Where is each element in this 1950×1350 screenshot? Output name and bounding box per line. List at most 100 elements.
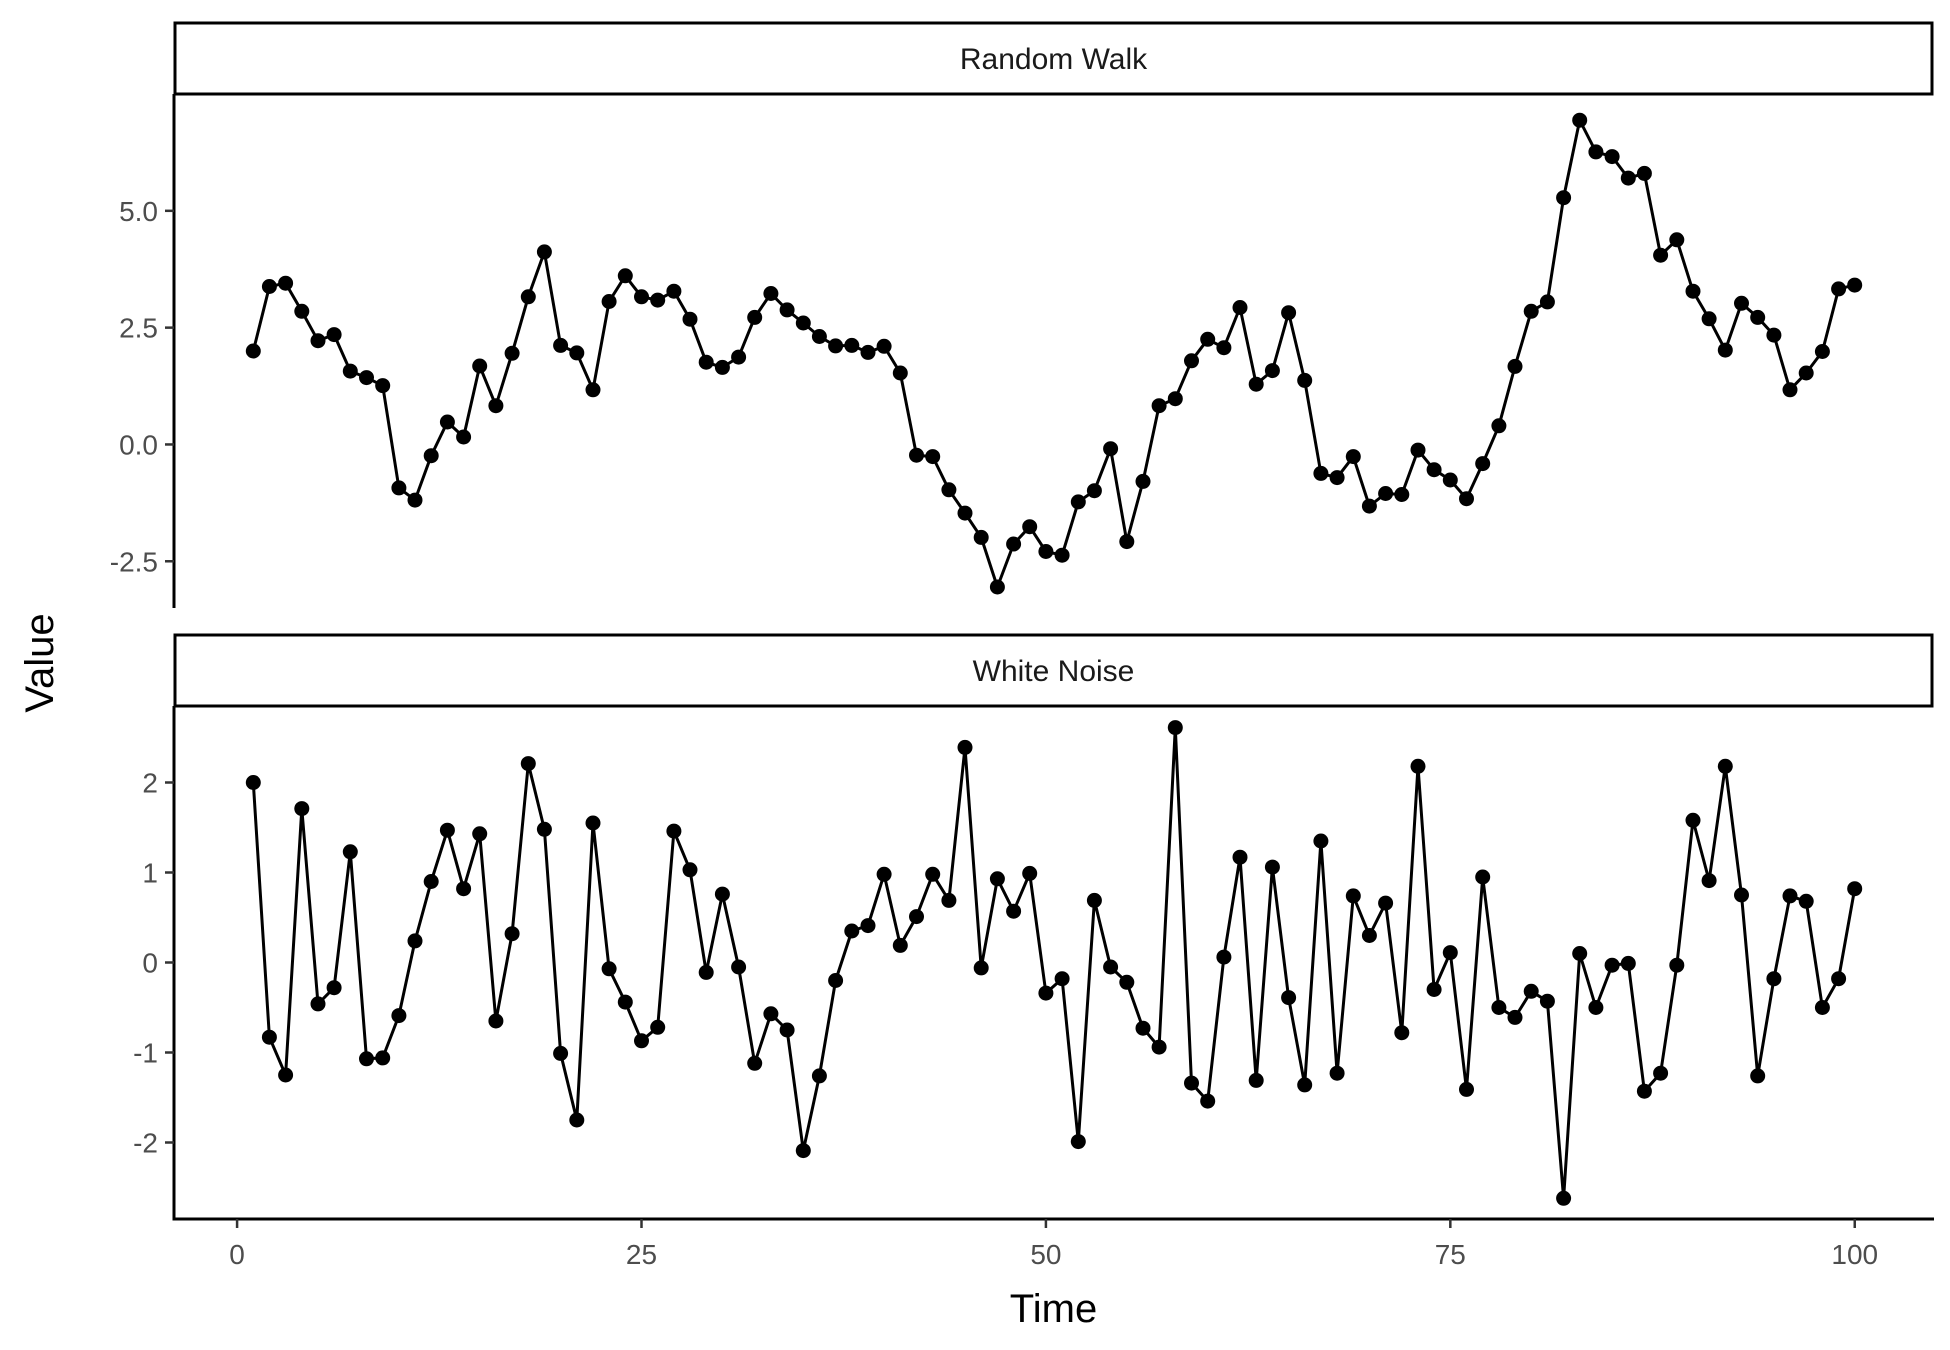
data-point	[747, 1055, 763, 1071]
data-point	[763, 286, 779, 301]
data-point	[1135, 1020, 1151, 1036]
data-point	[1847, 277, 1863, 293]
data-point	[407, 933, 423, 949]
data-point	[1442, 945, 1458, 961]
data-point	[1685, 812, 1701, 828]
data-point	[666, 823, 682, 839]
panel-white-noise: White Noise -2 -1 0 1 2	[133, 633, 1934, 1221]
data-point	[1539, 294, 1555, 310]
data-point	[1814, 1000, 1830, 1015]
data-point	[1523, 303, 1539, 319]
data-point	[1685, 283, 1701, 299]
data-point	[1167, 391, 1183, 407]
data-point	[520, 756, 536, 772]
data-point	[1264, 859, 1280, 875]
data-point	[1636, 1083, 1652, 1099]
data-point	[1717, 342, 1733, 358]
data-point	[1717, 758, 1733, 774]
data-point	[1086, 483, 1102, 499]
data-point	[795, 315, 811, 331]
y-tick-label: -2	[133, 1128, 158, 1159]
data-point	[423, 448, 439, 464]
data-point	[1086, 892, 1102, 908]
data-point	[359, 370, 374, 386]
data-point	[375, 378, 391, 394]
data-point	[1459, 1081, 1474, 1097]
data-point	[844, 337, 860, 353]
data-point	[504, 345, 520, 361]
x-axis-title: Time	[1010, 1287, 1097, 1331]
data-point	[1814, 344, 1830, 359]
data-point	[1361, 928, 1377, 943]
data-point	[504, 926, 520, 942]
data-point	[1151, 398, 1167, 414]
data-point	[1588, 1000, 1604, 1015]
data-point	[326, 980, 342, 996]
data-point	[569, 1112, 585, 1128]
data-point	[488, 1013, 504, 1029]
data-point	[1119, 534, 1135, 550]
data-point	[278, 275, 294, 291]
data-point	[245, 775, 261, 790]
data-point	[1394, 487, 1410, 502]
x-tick-label: 25	[626, 1239, 657, 1270]
data-point	[1070, 494, 1086, 510]
series-random-walk	[245, 112, 1863, 595]
y-ticks: -2.5 0.0 2.5 5.0	[110, 196, 174, 577]
x-tick-label: 100	[1831, 1239, 1878, 1270]
data-point	[1329, 470, 1345, 486]
data-point	[698, 964, 714, 980]
data-point	[1345, 888, 1361, 904]
data-point	[1669, 957, 1685, 973]
data-point	[1103, 441, 1119, 457]
data-point	[1798, 893, 1814, 909]
data-point	[973, 960, 989, 976]
data-point	[569, 345, 585, 361]
data-point	[925, 866, 941, 882]
data-point	[650, 1019, 666, 1035]
y-tick-label: 2	[142, 768, 158, 799]
data-point	[1232, 849, 1248, 865]
data-point	[407, 492, 423, 508]
data-point	[1200, 331, 1216, 347]
data-point	[359, 1051, 374, 1067]
y-tick-label: -1	[133, 1038, 158, 1069]
y-tick-label: 0	[142, 948, 158, 979]
data-point	[1604, 957, 1620, 973]
data-point	[892, 937, 908, 953]
data-point	[1378, 895, 1394, 911]
data-point	[391, 1008, 407, 1024]
data-point	[585, 382, 601, 398]
data-point	[1539, 993, 1555, 1009]
data-point	[1151, 1039, 1167, 1055]
strip-background	[173, 633, 1934, 708]
data-point	[1248, 376, 1264, 392]
data-point	[1620, 170, 1636, 186]
data-point	[828, 338, 844, 354]
data-point	[1782, 888, 1798, 904]
x-tick-label: 0	[229, 1239, 245, 1270]
data-point	[472, 358, 488, 374]
data-point	[1248, 1072, 1264, 1088]
data-point	[747, 309, 763, 325]
data-point	[634, 289, 649, 305]
data-point	[1588, 144, 1604, 160]
data-point	[682, 862, 698, 878]
data-point	[1556, 190, 1572, 206]
data-point	[1701, 873, 1717, 889]
data-point	[245, 343, 261, 359]
data-point	[261, 1029, 277, 1045]
series-line	[251, 726, 1857, 1200]
data-point	[1281, 990, 1297, 1006]
data-point	[601, 294, 617, 309]
data-point	[1297, 1077, 1313, 1093]
data-point	[1636, 165, 1652, 181]
data-point	[957, 739, 973, 755]
data-point	[1232, 300, 1248, 315]
y-axis-title: Value	[18, 613, 62, 712]
data-point	[1313, 833, 1329, 849]
data-point	[1054, 547, 1070, 563]
series-white-noise	[245, 720, 1863, 1206]
y-tick-label: 5.0	[119, 196, 158, 227]
data-point	[1734, 295, 1749, 311]
